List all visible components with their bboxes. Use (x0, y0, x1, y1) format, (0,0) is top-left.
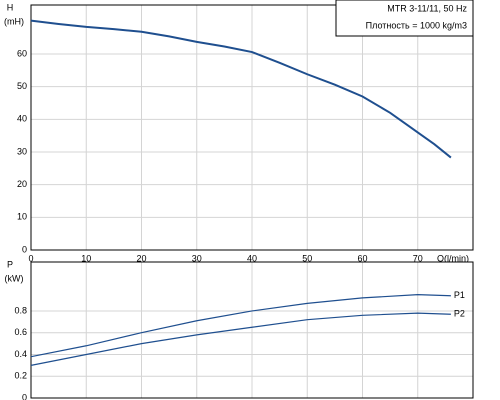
x-tick-label: 60 (357, 253, 367, 263)
y-tick-label: 30 (17, 146, 27, 156)
y-tick-label: 10 (17, 212, 27, 222)
y-tick-label: 0.6 (14, 327, 27, 337)
series-line (30, 19, 452, 159)
y-tick-label: 0.2 (14, 371, 27, 381)
x-tick-label: 30 (192, 253, 202, 263)
y-tick-label: 0 (22, 392, 27, 400)
x-tick-label: 70 (413, 253, 423, 263)
x-axis-label: Q(l/min) (437, 253, 469, 263)
x-tick-label: 0 (28, 253, 33, 263)
legend-box (335, 0, 474, 37)
y-tick-label: 60 (17, 48, 27, 58)
x-tick-label: 40 (247, 253, 257, 263)
x-tick-label: 50 (302, 253, 312, 263)
series-label: P2 (454, 309, 465, 319)
annotation: MTR 3-11/11, 50 Hz (387, 3, 467, 13)
plot-frame (30, 261, 474, 399)
y-axis-unit: (kW) (5, 273, 24, 283)
y-tick-label: 0.4 (14, 349, 27, 359)
series-label: P1 (454, 290, 465, 300)
x-tick-label: 20 (136, 253, 146, 263)
y-tick-label: 50 (17, 81, 27, 91)
y-tick-label: 20 (17, 179, 27, 189)
series-line (30, 312, 451, 366)
annotation: Плотность = 1000 kg/m3 (366, 20, 467, 30)
y-axis-unit: (mH) (4, 16, 24, 26)
y-tick-label: 40 (17, 114, 27, 124)
y-axis-label: P (7, 259, 13, 269)
series-line (30, 294, 451, 358)
y-tick-label: 0 (22, 244, 27, 254)
x-tick-label: 10 (81, 253, 91, 263)
y-axis-label: H (7, 2, 14, 12)
plot-frame (30, 4, 474, 251)
y-tick-label: 0.8 (14, 305, 27, 315)
